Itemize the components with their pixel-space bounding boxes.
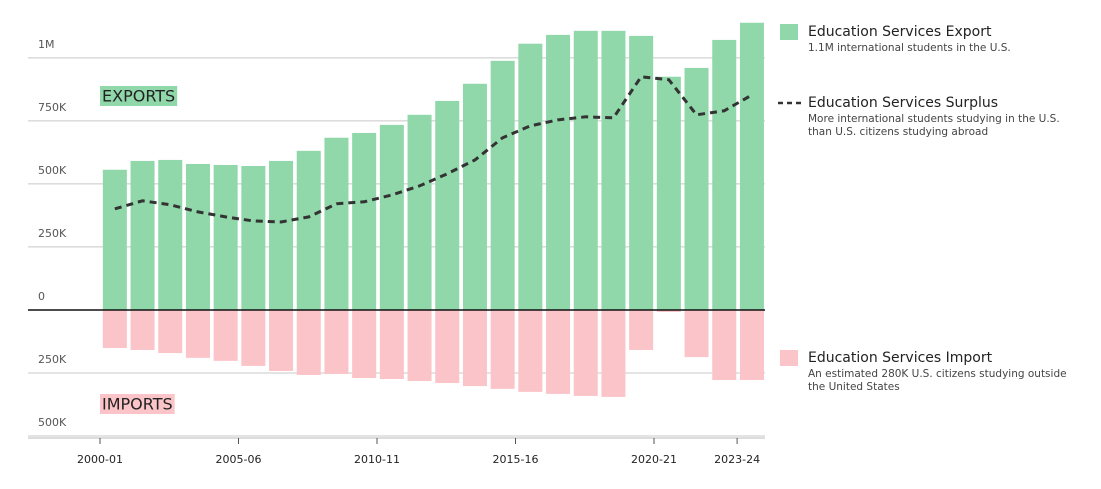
bar [712, 39, 737, 310]
bar [601, 30, 626, 310]
legend-swatch [780, 24, 798, 40]
bar [656, 76, 681, 310]
bar [546, 309, 571, 394]
line [114, 75, 753, 224]
bar [130, 309, 155, 351]
bar [712, 309, 737, 381]
bar [269, 160, 294, 310]
y-tick-label: 0 [38, 290, 45, 303]
bar [601, 309, 626, 397]
x-tick-label: 2005-06 [216, 453, 262, 466]
x-tick-label: 2023-24 [714, 453, 760, 466]
bar [213, 309, 238, 361]
annotation-text: EXPORTS [102, 87, 175, 106]
x-tick-label: 2015-16 [493, 453, 539, 466]
bar [462, 83, 487, 310]
bar [629, 35, 654, 310]
x-tick-label: 2000-01 [77, 453, 123, 466]
bar [158, 309, 183, 354]
bar [102, 169, 127, 310]
bar [435, 100, 460, 310]
bar [324, 137, 349, 310]
bar [158, 159, 183, 310]
bar [296, 309, 321, 375]
bar [629, 309, 654, 351]
bar [684, 309, 709, 358]
bar [185, 309, 210, 358]
bar [490, 60, 515, 310]
annotation-bg [100, 394, 175, 414]
y-tick-label: 500K [38, 164, 67, 177]
bar [269, 309, 294, 371]
bar [462, 309, 487, 387]
bar [546, 34, 571, 310]
bar [407, 309, 432, 382]
bar [573, 309, 598, 396]
bar [241, 309, 266, 366]
legend-description: An estimated 280K U.S. citizens studying… [808, 368, 1067, 380]
bar [407, 114, 432, 310]
bar [435, 309, 460, 384]
legend-description: than U.S. citizens studying abroad [808, 126, 988, 138]
bar [130, 160, 155, 310]
bar [573, 30, 598, 310]
y-tick-label: 1M [38, 38, 55, 51]
x-tick-label: 2010-11 [354, 453, 400, 466]
annotation: IMPORTS [100, 394, 175, 414]
y-tick-label: 250K [38, 227, 67, 240]
legend-label: Education Services Surplus [808, 95, 998, 111]
bar [518, 43, 543, 310]
bar [185, 163, 210, 310]
legend-description: More international students studying in … [808, 113, 1060, 125]
bar [379, 124, 404, 310]
bar [490, 309, 515, 389]
annotation-bg [100, 86, 178, 106]
bar [296, 150, 321, 310]
bar [379, 309, 404, 380]
x-tick-label: 2020-21 [631, 453, 677, 466]
legend-description: 1.1M international students in the U.S. [808, 42, 1011, 54]
annotation: EXPORTS [100, 86, 178, 106]
annotation-text: IMPORTS [102, 395, 173, 414]
legend-label: Education Services Export [808, 24, 992, 40]
bar [656, 309, 681, 312]
bar [518, 309, 543, 392]
legend-label: Education Services Import [808, 350, 993, 366]
legend-description: the United States [808, 381, 900, 393]
bar [352, 309, 377, 379]
bar [241, 165, 266, 310]
bar [739, 22, 764, 310]
y-tick-label: 500K [38, 416, 67, 429]
bar [684, 67, 709, 310]
bar [213, 164, 238, 310]
bar [352, 132, 377, 310]
bar [324, 309, 349, 374]
y-tick-label: 250K [38, 353, 67, 366]
bar [102, 309, 127, 349]
bar [739, 309, 764, 381]
legend-swatch [780, 350, 798, 366]
y-tick-label: 750K [38, 101, 67, 114]
